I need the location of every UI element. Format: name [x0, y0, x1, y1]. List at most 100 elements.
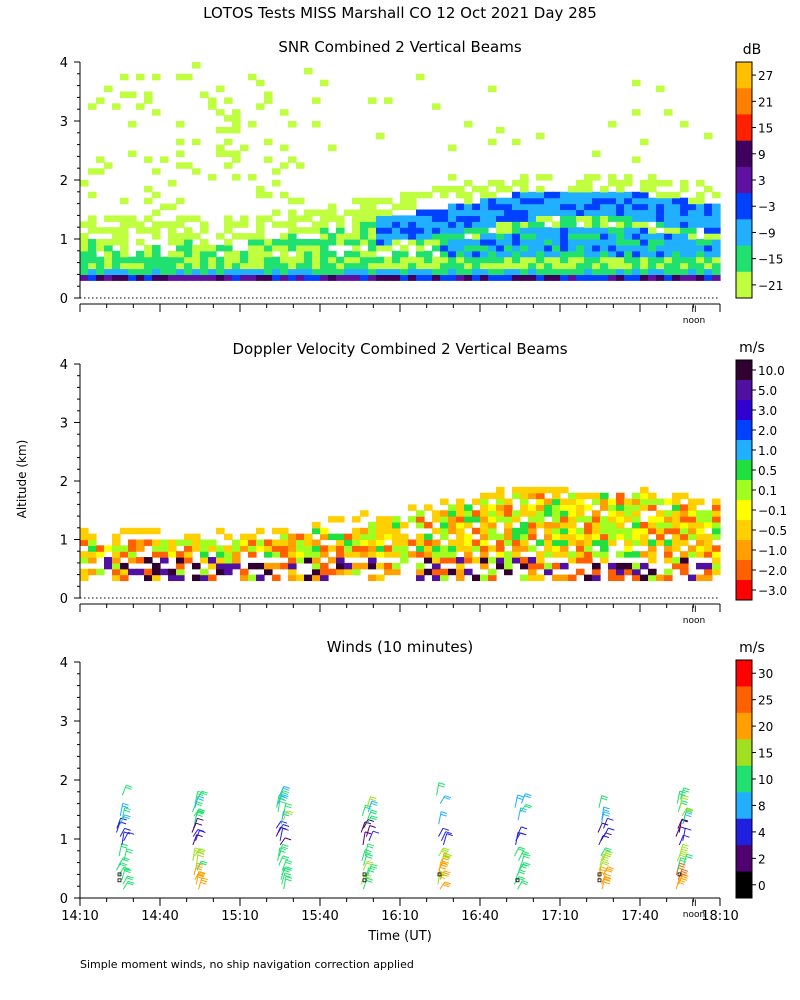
wind-barb-flag: [128, 831, 135, 835]
heatmap-cell: [320, 227, 329, 234]
heatmap-cell: [584, 191, 593, 199]
wind-barb: [363, 853, 368, 866]
heatmap-cell: [376, 132, 385, 140]
wind-barb-flag: [198, 873, 205, 877]
heatmap-cell: [688, 233, 697, 240]
heatmap-cell: [104, 244, 113, 252]
heatmap-cell: [120, 545, 129, 552]
heatmap-cell: [640, 197, 649, 205]
heatmap-cell: [360, 221, 369, 228]
heatmap-cell: [392, 527, 401, 535]
heatmap-cell: [552, 233, 561, 240]
heatmap-cell: [520, 539, 529, 546]
wind-barb: [123, 832, 129, 842]
heatmap-cell: [528, 268, 537, 275]
heatmap-cell: [144, 156, 153, 163]
heatmap-cell: [496, 197, 505, 205]
heatmap-cell: [376, 262, 385, 270]
heatmap-cell: [616, 498, 625, 505]
heatmap-cell: [296, 162, 305, 169]
heatmap-cell: [80, 533, 89, 541]
heatmap-cell: [520, 180, 529, 187]
heatmap-cell: [472, 527, 481, 535]
heatmap-cell: [504, 516, 513, 523]
heatmap-cell: [504, 239, 513, 246]
heatmap-cell: [632, 551, 641, 558]
heatmap-cell: [112, 568, 121, 576]
heatmap-cell: [280, 244, 289, 252]
heatmap-cell: [696, 262, 705, 270]
heatmap-cell: [352, 545, 361, 552]
heatmap-cell: [376, 215, 385, 222]
heatmap-cell: [120, 568, 129, 576]
heatmap-cell: [552, 510, 561, 517]
calm-marker: [515, 878, 520, 883]
heatmap-cell: [592, 209, 601, 216]
heatmap-cell: [632, 227, 641, 234]
heatmap-cell: [280, 545, 289, 552]
heatmap-cell: [448, 144, 457, 152]
heatmap-cell: [440, 574, 449, 582]
wind-barb: [367, 800, 373, 813]
heatmap-cell: [192, 250, 201, 258]
heatmap-cell: [368, 215, 377, 222]
wind-barb: [603, 827, 609, 837]
heatmap-cell: [424, 533, 433, 541]
heatmap-cell: [384, 562, 393, 570]
heatmap-cell: [232, 551, 241, 558]
heatmap-cell: [312, 568, 321, 576]
heatmap-cell: [512, 492, 521, 500]
heatmap-cell: [688, 545, 697, 552]
heatmap-cell: [552, 486, 561, 494]
wind-barb-flag: [679, 826, 687, 830]
heatmap-cell: [680, 562, 689, 570]
heatmap-cell: [168, 545, 177, 552]
heatmap-cell: [360, 268, 369, 275]
heatmap-cell: [624, 527, 633, 535]
heatmap-cell: [288, 227, 297, 234]
heatmap-cell: [312, 221, 321, 228]
wind-barb-flag: [371, 800, 378, 804]
heatmap-cell: [520, 274, 529, 281]
heatmap-cell: [416, 239, 425, 246]
calm-marker: [117, 878, 122, 883]
heatmap-cell: [328, 209, 337, 216]
heatmap-cell: [160, 551, 169, 558]
heatmap-cell: [320, 215, 329, 222]
heatmap-cell: [248, 551, 257, 558]
x-tick-label: 17:10: [541, 909, 578, 924]
heatmap-cell: [80, 268, 89, 275]
heatmap-cell: [704, 250, 713, 258]
heatmap-cell: [80, 527, 89, 535]
wind-barb-flag: [120, 817, 127, 821]
heatmap-cell: [216, 557, 225, 564]
heatmap-cell: [680, 274, 689, 281]
heatmap-cell: [264, 274, 273, 281]
heatmap-cell: [672, 221, 681, 228]
heatmap-cell: [512, 180, 521, 187]
heatmap-cell: [664, 209, 673, 216]
heatmap-cell: [584, 227, 593, 234]
heatmap-cell: [592, 150, 601, 157]
colorbar-label: −3.0: [758, 584, 787, 598]
heatmap-cell: [576, 504, 585, 511]
heatmap-cell: [112, 262, 121, 270]
heatmap-cell: [336, 256, 345, 264]
wind-barb-flag: [600, 866, 607, 870]
heatmap-cell: [680, 510, 689, 517]
wind-barb-flag: [440, 811, 448, 815]
heatmap-cell: [576, 533, 585, 541]
heatmap-cell: [440, 256, 449, 264]
heatmap-cell: [288, 262, 297, 270]
heatmap-cell: [304, 533, 313, 541]
heatmap-cell: [712, 498, 721, 505]
wind-barb: [361, 849, 366, 861]
wind-barb: [118, 843, 123, 857]
wind-barb: [192, 829, 199, 837]
heatmap-cell: [656, 233, 665, 240]
heatmap-cell: [184, 539, 193, 546]
heatmap-cell: [304, 545, 313, 552]
wind-barb-flag: [197, 874, 204, 878]
heatmap-cell: [496, 498, 505, 505]
heatmap-cell: [576, 215, 585, 222]
